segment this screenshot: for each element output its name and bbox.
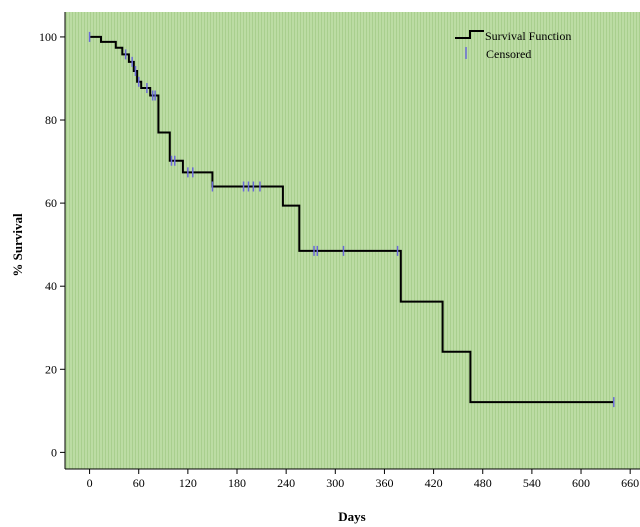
y-tick-label: 80 — [45, 113, 57, 127]
y-tick-label: 20 — [45, 362, 57, 376]
x-tick-label: 180 — [228, 476, 246, 490]
x-tick-label: 300 — [326, 476, 344, 490]
tick-labels: 0 60 120 180 240 300 360 420 480 540 600 660 0 20 40 60… — [39, 30, 639, 490]
x-tick-label: 540 — [523, 476, 541, 490]
y-tick-label: 0 — [51, 445, 57, 459]
legend-item-survival-function: Survival Function — [455, 29, 571, 43]
x-tick-label: 480 — [474, 476, 492, 490]
x-tick-label: 60 — [133, 476, 145, 490]
plot-area — [65, 12, 640, 469]
x-tick-label: 660 — [621, 476, 639, 490]
x-axis-title: Days — [338, 509, 365, 524]
y-tick-label: 60 — [45, 196, 57, 210]
x-tick-label: 360 — [375, 476, 393, 490]
legend: Survival Function Censored — [455, 29, 571, 61]
x-tick-label: 420 — [425, 476, 443, 490]
x-tick-label: 0 — [87, 476, 93, 490]
x-tick-label: 240 — [277, 476, 295, 490]
axes — [60, 12, 640, 474]
x-tick-label: 120 — [179, 476, 197, 490]
legend-label-survival-function: Survival Function — [485, 29, 571, 43]
legend-item-censored: Censored — [465, 47, 531, 61]
legend-label-censored: Censored — [486, 47, 531, 61]
survival-step-line — [89, 35, 614, 404]
x-tick-label: 600 — [572, 476, 590, 490]
censored-series — [88, 31, 615, 408]
y-axis-title: % Survival — [10, 213, 25, 277]
survival-function-series — [89, 35, 614, 404]
legend-swatch-survival-function — [455, 30, 484, 39]
y-tick-label: 100 — [39, 30, 57, 44]
y-tick-label: 40 — [45, 279, 57, 293]
